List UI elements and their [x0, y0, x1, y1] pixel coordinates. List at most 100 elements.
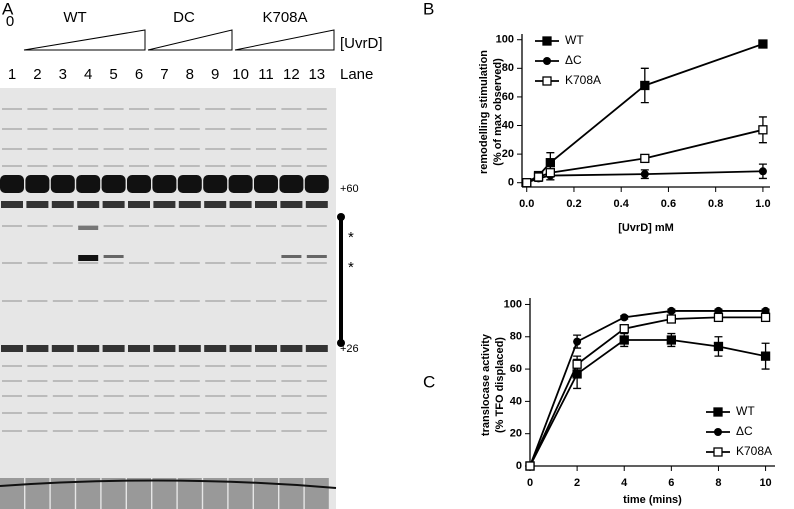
gel-panel: A 0 WT DC K708A [UvrD] Lane +60 +26 * * …: [0, 0, 383, 509]
band: [1, 201, 23, 208]
band: [78, 165, 99, 167]
band: [154, 108, 175, 110]
wedge: [23, 29, 146, 51]
band: [103, 165, 124, 167]
band: [306, 412, 327, 414]
band: [256, 380, 276, 382]
band: [281, 412, 302, 414]
band: [101, 175, 126, 193]
band: [306, 365, 327, 367]
point: [525, 461, 535, 471]
wedge: [147, 29, 233, 51]
band: [281, 365, 302, 367]
band: [129, 128, 149, 130]
band: [204, 201, 227, 208]
x-tick-label: 0.0: [519, 198, 534, 210]
y-tick-label: 20: [510, 428, 522, 440]
band: [78, 226, 99, 230]
band: [52, 165, 73, 167]
band: [204, 345, 227, 352]
band: [2, 365, 22, 367]
size-marker: +60: [340, 183, 359, 195]
point: [522, 178, 532, 188]
band: [229, 345, 252, 352]
band: [27, 165, 48, 167]
band: [2, 225, 22, 227]
point: [620, 313, 629, 322]
band: [305, 201, 328, 208]
band: [154, 365, 175, 367]
band: [102, 201, 125, 208]
point: [758, 39, 768, 49]
band: [2, 108, 22, 110]
x-tick-label: 4: [621, 477, 628, 489]
band: [77, 345, 100, 352]
lane-number: 2: [33, 66, 41, 83]
band: [78, 128, 99, 130]
band: [153, 201, 176, 208]
band: [27, 148, 48, 150]
band: [177, 175, 202, 193]
x-tick-label: 8: [715, 477, 721, 489]
band: [78, 380, 99, 382]
band: [51, 345, 74, 352]
band: [179, 365, 200, 367]
lane-number: 6: [135, 66, 143, 83]
band: [103, 380, 124, 382]
band: [27, 225, 48, 227]
point: [640, 170, 649, 179]
x-tick-label: 2: [574, 477, 580, 489]
band: [76, 175, 101, 193]
panel-letter: B: [423, 0, 434, 18]
smear: [76, 478, 101, 509]
y-tick-label: 100: [496, 34, 514, 46]
region-end: [337, 213, 345, 221]
band: [27, 128, 48, 130]
band: [78, 148, 99, 150]
band: [129, 412, 149, 414]
band: [103, 255, 124, 258]
legend-label: ΔC: [736, 424, 753, 438]
band: [129, 225, 149, 227]
smear: [101, 478, 126, 509]
band: [52, 412, 73, 414]
legend-marker: [714, 428, 722, 436]
point: [619, 335, 629, 345]
lane-number: 13: [308, 66, 325, 83]
band: [179, 430, 200, 432]
band: [230, 225, 251, 227]
band: [27, 395, 48, 397]
y-tick-label: 100: [504, 298, 522, 310]
band: [281, 430, 302, 432]
band: [306, 225, 327, 227]
series-line: [529, 339, 766, 467]
smear: [203, 478, 228, 509]
group-label: WT: [63, 9, 86, 26]
band: [306, 262, 327, 264]
smear: [304, 478, 329, 509]
y-tick-label: 0: [516, 460, 522, 472]
band: [205, 108, 226, 110]
band: [0, 175, 24, 193]
band: [103, 365, 124, 367]
band: [306, 255, 327, 258]
band: [103, 262, 124, 264]
band: [103, 430, 124, 432]
band: [78, 262, 99, 264]
legend-label: K708A: [736, 444, 772, 458]
band: [2, 430, 22, 432]
band: [129, 165, 149, 167]
band: [103, 108, 124, 110]
band: [179, 380, 200, 382]
point: [640, 153, 650, 164]
wedge: [234, 29, 335, 51]
band: [178, 345, 201, 352]
band: [254, 175, 278, 193]
x-tick-label: 1.0: [755, 198, 770, 210]
band: [154, 380, 175, 382]
panel-letter: A: [2, 0, 14, 18]
y-axis-label: translocase activity: [480, 333, 492, 436]
panel-letter: C: [423, 372, 435, 391]
band: [256, 300, 276, 302]
